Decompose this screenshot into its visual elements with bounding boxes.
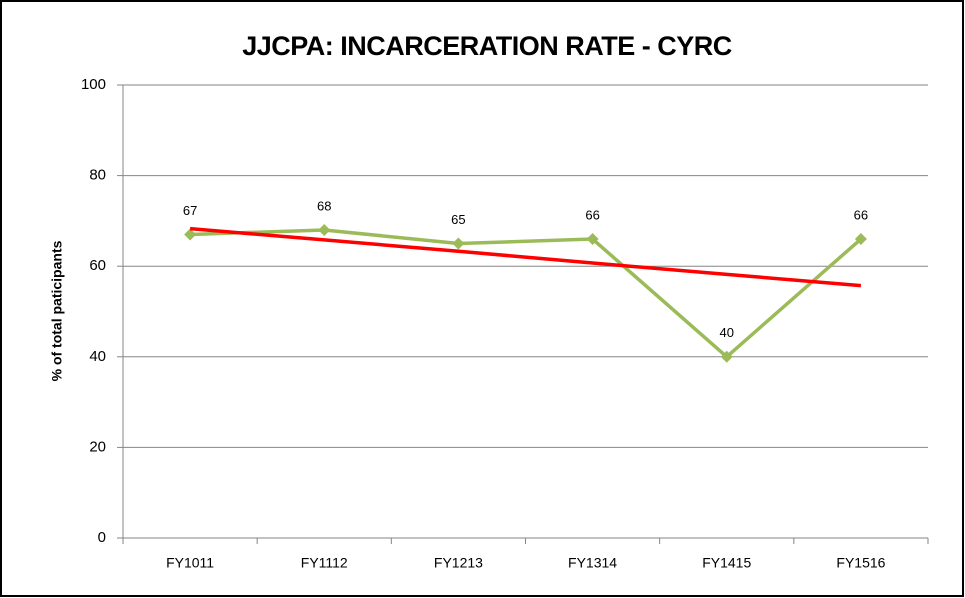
x-tick-label: FY1112 bbox=[301, 555, 348, 571]
data-label: 66 bbox=[854, 207, 868, 222]
y-tick-label: 100 bbox=[81, 76, 106, 93]
trend-line bbox=[189, 226, 862, 288]
x-tick-label: FY1314 bbox=[568, 555, 617, 571]
y-tick-label: 60 bbox=[89, 257, 106, 274]
data-point bbox=[586, 233, 599, 246]
data-point bbox=[452, 237, 465, 250]
data-label: 68 bbox=[317, 198, 331, 213]
y-tick-label: 20 bbox=[89, 438, 106, 455]
y-tick-label: 40 bbox=[89, 348, 106, 365]
series-line bbox=[190, 228, 863, 360]
x-tick-label: FY1011 bbox=[166, 555, 214, 571]
x-tick-label: FY1415 bbox=[702, 555, 751, 571]
data-label: 66 bbox=[585, 207, 599, 222]
data-label: 67 bbox=[183, 203, 197, 218]
data-point bbox=[318, 223, 331, 236]
data-label: 65 bbox=[451, 212, 465, 227]
data-point bbox=[854, 233, 867, 246]
y-tick-label: 0 bbox=[98, 529, 106, 546]
x-tick-label: FY1213 bbox=[434, 555, 483, 571]
y-tick-label: 80 bbox=[89, 167, 106, 184]
data-point bbox=[184, 228, 197, 241]
x-tick-label: FY1516 bbox=[836, 555, 885, 571]
chart-title: JJCPA: INCARCERATION RATE - CYRC bbox=[242, 31, 732, 61]
data-label: 40 bbox=[720, 325, 734, 340]
data-point bbox=[720, 350, 733, 363]
y-axis-label: % of total paticipants bbox=[49, 240, 65, 381]
